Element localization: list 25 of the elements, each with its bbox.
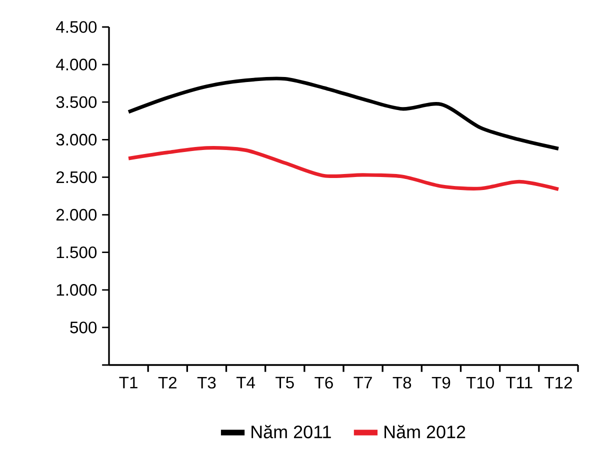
y-tick-label: 500 (70, 322, 97, 334)
y-tick-label: 4.000 (56, 58, 97, 70)
x-tick-label: T6 (314, 376, 333, 389)
x-tick-label: T2 (158, 376, 176, 388)
y-tick-label: 2.500 (56, 171, 97, 184)
x-tick-label: T8 (392, 376, 412, 389)
y-tick-label: 4.500 (56, 21, 97, 33)
y-tick-label: 1.500 (56, 246, 97, 258)
y-tick-label: 3.000 (56, 134, 97, 146)
x-tick-label: T9 (432, 376, 450, 389)
y-tick-label: 1.000 (56, 284, 97, 296)
y-tick-label: 3.500 (56, 96, 97, 108)
legend-label: Năm 2012 (384, 424, 466, 438)
x-tick-label: T5 (276, 376, 294, 388)
x-tick-label: T7 (354, 376, 372, 388)
x-tick-label: T4 (236, 376, 255, 388)
line-series (126, 146, 560, 192)
x-tick-label: T12 (544, 376, 572, 388)
x-tick-label: T3 (197, 376, 216, 389)
x-tick-label: T1 (119, 376, 138, 388)
line-series (126, 76, 560, 150)
y-tick-label: 2.000 (56, 208, 97, 221)
legend-label: Năm 2011 (252, 424, 331, 438)
x-tick-label: T10 (466, 376, 494, 389)
x-tick-label: T11 (506, 376, 532, 388)
